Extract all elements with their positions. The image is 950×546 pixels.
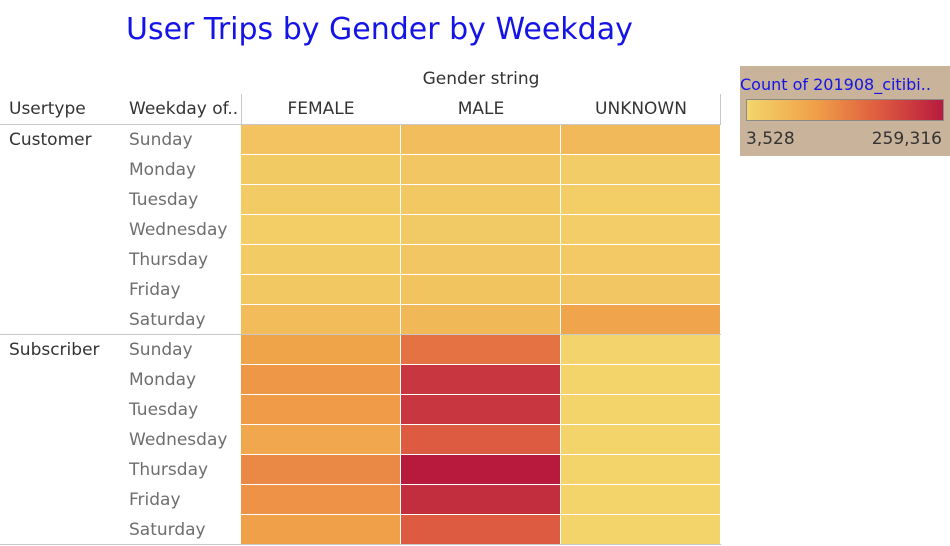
heatmap-cell-subscriber-friday-male[interactable]: [401, 485, 560, 514]
heatmap-cell-subscriber-wednesday-female[interactable]: [241, 425, 400, 454]
weekday-label[interactable]: Saturday: [129, 310, 206, 330]
heatmap-cell-subscriber-monday-unknown[interactable]: [561, 365, 720, 394]
heatmap-cell-subscriber-saturday-unknown[interactable]: [561, 515, 720, 544]
weekday-label[interactable]: Thursday: [129, 460, 209, 480]
heatmap-cell-subscriber-tuesday-male[interactable]: [401, 395, 560, 424]
heatmap-cell-customer-monday-male[interactable]: [401, 155, 560, 184]
weekday-label[interactable]: Wednesday: [129, 430, 228, 450]
legend-title: Count of 201908_citibi..: [740, 75, 931, 94]
column-header-male[interactable]: MALE: [457, 99, 505, 119]
heatmap-cell-subscriber-friday-female[interactable]: [241, 485, 400, 514]
heatmap-cell-customer-sunday-unknown[interactable]: [561, 125, 720, 154]
weekday-label[interactable]: Sunday: [129, 130, 193, 150]
heatmap-cell-customer-sunday-female[interactable]: [241, 125, 400, 154]
weekday-label[interactable]: Tuesday: [129, 190, 199, 210]
heatmap-cell-customer-tuesday-unknown[interactable]: [561, 185, 720, 214]
heatmap-cell-customer-wednesday-unknown[interactable]: [561, 215, 720, 244]
heatmap-cell-customer-friday-female[interactable]: [241, 275, 400, 304]
bottom-divider: [0, 544, 721, 545]
heatmap-cell-customer-monday-female[interactable]: [241, 155, 400, 184]
heatmap-cell-customer-friday-unknown[interactable]: [561, 275, 720, 304]
heatmap-cell-customer-monday-unknown[interactable]: [561, 155, 720, 184]
row-header-usertype[interactable]: Usertype: [9, 99, 86, 119]
heatmap-cell-subscriber-sunday-female[interactable]: [241, 335, 400, 364]
heatmap-cell-customer-saturday-female[interactable]: [241, 305, 400, 334]
heatmap-cell-customer-tuesday-male[interactable]: [401, 185, 560, 214]
heatmap-cell-customer-friday-male[interactable]: [401, 275, 560, 304]
weekday-label[interactable]: Tuesday: [129, 400, 199, 420]
weekday-label[interactable]: Sunday: [129, 340, 193, 360]
column-divider: [241, 94, 242, 124]
heatmap-cell-customer-saturday-unknown[interactable]: [561, 305, 720, 334]
heatmap-cell-subscriber-wednesday-unknown[interactable]: [561, 425, 720, 454]
weekday-label[interactable]: Wednesday: [129, 220, 228, 240]
heatmap-cell-subscriber-wednesday-male[interactable]: [401, 425, 560, 454]
heatmap-cell-subscriber-thursday-female[interactable]: [241, 455, 400, 484]
heatmap-cell-subscriber-thursday-unknown[interactable]: [561, 455, 720, 484]
header-divider: [0, 124, 721, 125]
legend-min-label: 3,528: [746, 129, 795, 149]
row-header-weekday[interactable]: Weekday of..: [129, 99, 239, 119]
heatmap-cell-customer-wednesday-female[interactable]: [241, 215, 400, 244]
color-legend[interactable]: Count of 201908_citibi.. 3,528 259,316: [740, 66, 950, 156]
heatmap-cell-subscriber-thursday-male[interactable]: [401, 455, 560, 484]
heatmap-cell-customer-sunday-male[interactable]: [401, 125, 560, 154]
heatmap-cell-subscriber-monday-male[interactable]: [401, 365, 560, 394]
heatmap-cell-customer-wednesday-male[interactable]: [401, 215, 560, 244]
usertype-label-customer[interactable]: Customer: [9, 130, 92, 150]
weekday-label[interactable]: Thursday: [129, 250, 209, 270]
heatmap-cell-subscriber-tuesday-female[interactable]: [241, 395, 400, 424]
column-divider: [720, 94, 721, 124]
legend-max-label: 259,316: [871, 129, 942, 149]
usertype-label-subscriber[interactable]: Subscriber: [9, 340, 100, 360]
column-header-female[interactable]: FEMALE: [287, 99, 355, 119]
heatmap-cell-subscriber-friday-unknown[interactable]: [561, 485, 720, 514]
weekday-label[interactable]: Monday: [129, 370, 197, 390]
legend-color-ramp: [746, 99, 944, 121]
weekday-label[interactable]: Friday: [129, 280, 181, 300]
heatmap-cell-subscriber-saturday-female[interactable]: [241, 515, 400, 544]
heatmap-cell-subscriber-sunday-male[interactable]: [401, 335, 560, 364]
heatmap-cell-customer-tuesday-female[interactable]: [241, 185, 400, 214]
heatmap-cell-subscriber-tuesday-unknown[interactable]: [561, 395, 720, 424]
weekday-label[interactable]: Monday: [129, 160, 197, 180]
weekday-label[interactable]: Saturday: [129, 520, 206, 540]
heatmap-cell-subscriber-monday-female[interactable]: [241, 365, 400, 394]
group-divider: [0, 334, 721, 335]
chart-title: User Trips by Gender by Weekday: [126, 12, 633, 47]
heatmap-cell-customer-thursday-unknown[interactable]: [561, 245, 720, 274]
heatmap-cell-customer-saturday-male[interactable]: [401, 305, 560, 334]
column-group-label: Gender string: [422, 69, 540, 89]
weekday-label[interactable]: Friday: [129, 490, 181, 510]
column-header-unknown[interactable]: UNKNOWN: [595, 99, 687, 119]
heatmap-cell-subscriber-sunday-unknown[interactable]: [561, 335, 720, 364]
heatmap-cell-customer-thursday-male[interactable]: [401, 245, 560, 274]
heatmap-cell-customer-thursday-female[interactable]: [241, 245, 400, 274]
heatmap-cell-subscriber-saturday-male[interactable]: [401, 515, 560, 544]
